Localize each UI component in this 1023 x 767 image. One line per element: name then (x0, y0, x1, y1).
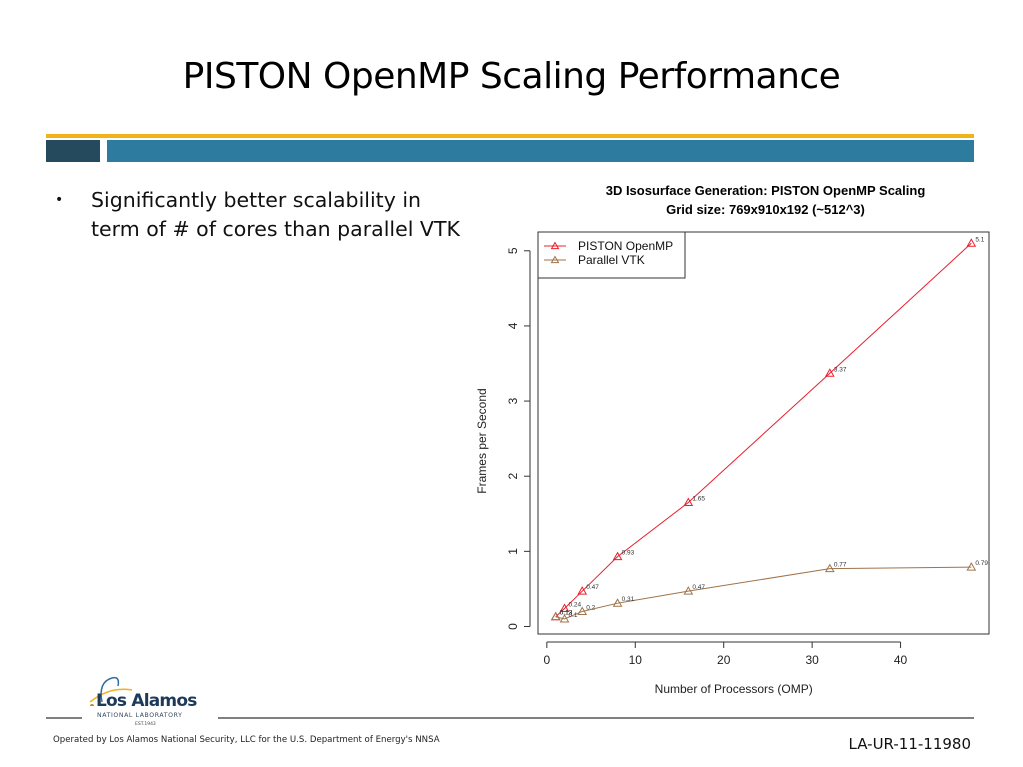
data-point-marker (550, 611, 561, 621)
series-piston-openmp: 0.13 0.24 0.47 0.93 1.65 3.37 5.1 (550, 236, 985, 621)
header-dark-block (46, 140, 100, 162)
data-point-marker (824, 563, 835, 573)
series-parallel-vtk: 0.130.1 0.2 0.31 0.47 0.77 0.79 (550, 560, 988, 623)
data-label: 0.77 (834, 562, 847, 569)
data-label: 0.47 (586, 584, 599, 591)
legend-box (537, 231, 686, 279)
data-label: 0.24 (569, 601, 582, 608)
data-point-marker (683, 497, 694, 507)
footer-document-id: LA-UR-11-11980 (848, 735, 971, 753)
data-point-marker (559, 613, 570, 623)
data-point-marker (612, 551, 623, 561)
series-layer: 0.130.240.470.931.653.375.10.130.10.20.3… (550, 236, 988, 623)
y-tick-label: 3 (506, 397, 520, 404)
data-label: 0.13 (560, 610, 573, 617)
y-axis-label: Frames per Second (475, 388, 489, 493)
data-label: 0.2 (586, 604, 595, 611)
x-tick-label: 0 (543, 653, 550, 667)
logo-established: EST.1943 (135, 722, 156, 727)
data-label: 0.13 (560, 610, 573, 617)
footer-rule-left (46, 717, 82, 719)
logo-name: Los Alamos (96, 691, 197, 711)
x-tick-label: 40 (894, 653, 908, 667)
y-axis: 0 1 2 3 4 5 (506, 247, 531, 630)
bullet-dot-icon: • (55, 192, 64, 208)
data-point-marker (612, 598, 623, 607)
data-label: 0.47 (692, 584, 705, 591)
series-line (555, 566, 972, 620)
legend-label: PISTON OpenMP (578, 239, 673, 253)
legend-label: Parallel VTK (578, 253, 645, 267)
data-point-marker (577, 586, 588, 595)
data-point-marker (824, 368, 835, 377)
y-tick-label: 4 (506, 322, 520, 329)
bullet-item: • Significantly better scalability in te… (55, 186, 465, 244)
slide-title: PISTON OpenMP Scaling Performance (182, 56, 841, 97)
bullet-list: • Significantly better scalability in te… (55, 186, 465, 244)
footer-operated-by: Operated by Los Alamos National Security… (53, 735, 440, 745)
series-line (555, 242, 972, 618)
chart-subtitle: Grid size: 769x910x192 (~512^3) (666, 202, 865, 217)
chart-title: 3D Isosurface Generation: PISTON OpenMP … (606, 183, 926, 198)
x-tick-label: 10 (629, 653, 643, 667)
scaling-chart: 3D Isosurface Generation: PISTON OpenMP … (475, 183, 990, 696)
atom-orbit-icon (89, 676, 133, 706)
data-point-marker (966, 238, 977, 247)
y-tick-label: 2 (506, 473, 520, 480)
plot-frame (537, 231, 990, 635)
x-axis: 0 10 20 30 40 (543, 641, 908, 667)
x-tick-label: 20 (717, 653, 731, 667)
data-label: 5.1 (975, 236, 984, 243)
data-label: 0.1 (569, 612, 578, 619)
footer-rule-right (218, 717, 974, 719)
los-alamos-logo: Los Alamos NATIONAL LABORATORY EST.1943 (80, 676, 210, 734)
data-point-marker (559, 603, 570, 612)
header-gold-rule (46, 134, 974, 138)
x-axis-label: Number of Processors (OMP) (655, 682, 813, 696)
data-point-marker (966, 562, 977, 571)
y-tick-label: 0 (506, 623, 520, 630)
header-blue-bar (107, 140, 974, 162)
y-tick-label: 5 (506, 247, 520, 254)
bullet-text: Significantly better scalability in term… (91, 188, 460, 241)
data-label: 0.79 (975, 560, 988, 567)
logo-subtitle: NATIONAL LABORATORY (97, 712, 183, 719)
data-label: 0.31 (622, 596, 635, 603)
legend-marker (550, 255, 560, 264)
legend-marker (550, 241, 560, 250)
x-tick-label: 30 (805, 653, 819, 667)
data-label: 3.37 (834, 366, 847, 373)
data-label: 1.65 (692, 496, 705, 503)
y-tick-label: 1 (506, 548, 520, 555)
data-label: 0.93 (622, 550, 635, 557)
data-point-marker (683, 586, 694, 595)
data-point-marker (577, 606, 588, 615)
